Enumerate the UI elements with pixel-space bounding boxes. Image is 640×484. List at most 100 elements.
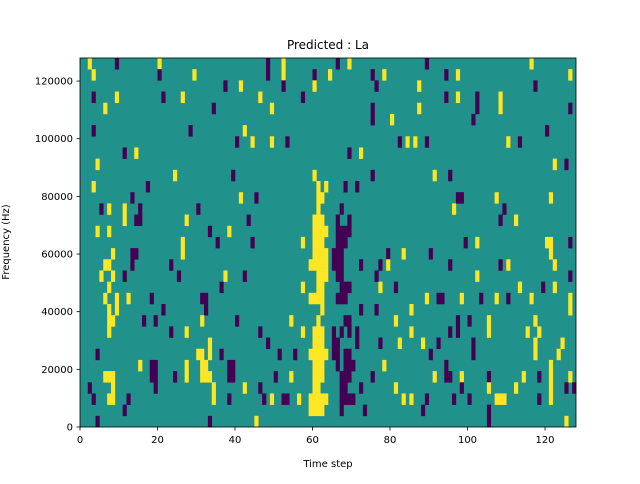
heatmap-cell-high xyxy=(184,326,189,338)
heatmap-cell-high xyxy=(91,69,96,81)
heatmap-cell-high xyxy=(506,136,511,148)
heatmap-background xyxy=(80,58,576,427)
heatmap-cell-high xyxy=(111,270,116,282)
heatmap-cell-low xyxy=(421,404,426,417)
heatmap-cell-low xyxy=(293,348,298,361)
heatmap-cell-low xyxy=(486,415,492,428)
heatmap-cell-low xyxy=(428,248,433,260)
heatmap-cell-high xyxy=(417,102,422,115)
heatmap-cell-high xyxy=(91,181,96,193)
heatmap-cell-low xyxy=(122,270,127,282)
heatmap-cell-low xyxy=(335,236,340,249)
heatmap-cell-low xyxy=(471,337,476,350)
heatmap-cell-low xyxy=(455,315,461,327)
heatmap-cell-low xyxy=(355,326,360,338)
x-tick-label: 20 xyxy=(151,435,164,446)
heatmap-cell-low xyxy=(564,158,569,171)
heatmap-cell-high xyxy=(138,359,143,372)
heatmap-cell-low xyxy=(486,371,492,383)
heatmap-cell-high xyxy=(502,393,507,405)
heatmap-cell-high xyxy=(312,292,317,305)
heatmap-cell-high xyxy=(320,393,325,405)
heatmap-cell-high xyxy=(359,147,364,159)
heatmap-cell-low xyxy=(138,203,143,215)
heatmap-cell-high xyxy=(308,259,313,271)
heatmap-cell-low xyxy=(331,348,337,361)
heatmap-cell-low xyxy=(444,69,449,81)
heatmap-cell-low xyxy=(153,315,158,327)
heatmap-cell-low xyxy=(335,337,340,350)
heatmap-cell-high xyxy=(498,91,503,104)
heatmap-cell-high xyxy=(281,58,286,70)
heatmap-cell-high xyxy=(316,292,321,305)
heatmap-cell-low xyxy=(471,113,476,126)
heatmap-cell-low xyxy=(343,281,348,294)
heatmap-cell-high xyxy=(111,393,116,405)
heatmap-cell-high xyxy=(184,371,189,383)
heatmap-cell-low xyxy=(343,371,348,383)
heatmap-cell-high xyxy=(184,359,189,372)
heatmap-cell-low xyxy=(331,259,337,271)
heatmap-cell-low xyxy=(242,270,247,282)
heatmap-cell-low xyxy=(258,382,263,394)
heatmap-cell-low xyxy=(343,315,348,327)
y-tick-label: 60000 xyxy=(41,250,73,261)
heatmap-cell-low xyxy=(370,102,375,115)
heatmap-cell-low xyxy=(331,337,337,350)
y-tick-label: 100000 xyxy=(35,134,73,145)
heatmap-cell-high xyxy=(455,69,461,81)
heatmap-cell-low xyxy=(281,80,286,92)
heatmap-cell-low xyxy=(204,292,209,305)
y-tick-label: 120000 xyxy=(35,77,73,88)
plot-frame xyxy=(79,57,577,428)
heatmap-cell-high xyxy=(312,326,317,338)
heatmap-cell-high xyxy=(548,359,554,372)
heatmap-cell-low xyxy=(266,58,271,70)
heatmap-cell-high xyxy=(180,236,185,249)
heatmap-cell-high xyxy=(320,225,325,238)
heatmap-cell-low xyxy=(374,270,379,282)
heatmap-cell-low xyxy=(351,359,356,372)
heatmap-cell-low xyxy=(149,359,154,372)
heatmap-cell-low xyxy=(506,292,511,305)
heatmap-cell-high xyxy=(111,248,116,260)
heatmap-cell-high xyxy=(107,225,112,238)
heatmap-cell-high xyxy=(180,91,185,104)
heatmap-cell-high xyxy=(269,136,275,148)
heatmap-cell-high xyxy=(529,292,534,305)
heatmap-cell-low xyxy=(335,359,340,372)
heatmap-cell-high xyxy=(324,259,329,271)
heatmap-cell-low xyxy=(207,225,213,238)
heatmap-cell-high xyxy=(281,69,286,81)
heatmap-cell-high xyxy=(207,337,213,350)
heatmap-cell-low xyxy=(254,192,259,204)
heatmap-cell-low xyxy=(122,147,127,159)
x-tick-label: 40 xyxy=(229,435,242,446)
heatmap-cell-high xyxy=(250,136,255,148)
heatmap-cell-low xyxy=(250,236,255,249)
heatmap-cell-high xyxy=(126,292,131,305)
heatmap-cell-high xyxy=(324,248,329,260)
heatmap-cell-low xyxy=(444,371,449,383)
heatmap-cell-low xyxy=(343,393,348,405)
heatmap-cell-high xyxy=(320,404,325,417)
heatmap-cell-high xyxy=(506,259,511,271)
heatmap-cell-high xyxy=(114,292,120,305)
heatmap-cell-high xyxy=(320,304,325,316)
heatmap-cell-high xyxy=(312,393,317,405)
heatmap-cell-high xyxy=(242,125,247,137)
heatmap-cell-low xyxy=(200,292,205,305)
heatmap-cell-high xyxy=(157,58,162,70)
heatmap-cell-low xyxy=(95,348,100,361)
heatmap-cell-high xyxy=(196,348,201,361)
heatmap-cell-high xyxy=(312,348,317,361)
heatmap-cell-low xyxy=(223,80,228,92)
heatmap-cell-high xyxy=(122,214,127,227)
heatmap-cell-high xyxy=(312,236,317,249)
heatmap-cell-high xyxy=(537,326,542,338)
heatmap-cell-low xyxy=(467,315,472,327)
heatmap-cell-low xyxy=(455,192,461,204)
heatmap-cell-low xyxy=(370,113,375,126)
heatmap-cell-low xyxy=(351,393,356,405)
heatmap-cell-high xyxy=(498,393,503,405)
